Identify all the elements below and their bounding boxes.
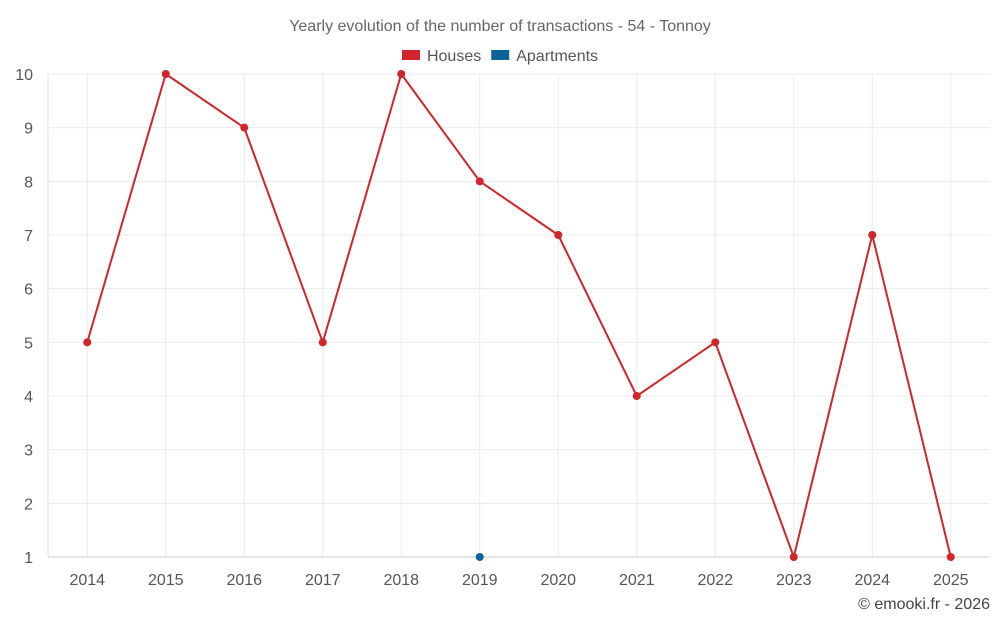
x-tick-label: 2023 [776,572,812,589]
legend-label: Houses [427,48,481,65]
series-apartments [475,553,484,561]
y-tick-label: 4 [24,389,33,406]
data-point [475,553,484,561]
legend-item-houses: Houses [401,48,481,65]
x-tick-label: 2015 [148,572,184,589]
data-point [789,553,798,561]
y-tick-label: 3 [24,443,33,460]
legend: Houses Apartments [401,48,598,65]
x-tick-label: 2022 [697,572,733,589]
x-tick-label: 2021 [619,572,655,589]
grid [47,73,990,558]
chart-title: Yearly evolution of the number of transa… [289,18,711,35]
y-tick-label: 1 [24,550,33,567]
data-point [161,70,170,78]
data-point [397,70,406,78]
y-tick-label: 10 [15,67,33,84]
y-tick-label: 5 [24,335,33,352]
series-line [86,73,952,558]
credit-text: © emooki.fr - 2026 [858,596,990,613]
x-tick-label: 2024 [854,572,890,589]
series-houses [83,70,955,561]
series-layer [83,70,955,561]
data-point [83,338,92,347]
legend-item-apartments: Apartments [491,48,598,65]
legend-swatch [491,50,510,60]
legend-swatch [401,50,420,60]
data-point [240,123,249,132]
data-point [632,392,641,400]
x-axis: 2014 2015 2016 2017 2018 2019 2020 2021 2022 2023… [69,572,968,589]
data-point [711,338,720,347]
y-tick-label: 2 [24,496,33,513]
data-point [318,338,327,347]
y-axis: 1 2 3 4 5 6 7 8 9 10 [15,67,33,567]
y-tick-label: 9 [24,121,33,138]
data-point [868,231,877,239]
y-tick-label: 8 [24,174,33,191]
data-point [554,231,563,239]
x-tick-label: 2017 [305,572,341,589]
data-point [946,553,955,561]
x-tick-label: 2016 [226,572,262,589]
x-tick-label: 2018 [383,572,419,589]
x-tick-label: 2020 [540,572,576,589]
y-tick-label: 6 [24,282,33,299]
x-tick-label: 2025 [933,572,969,589]
y-tick-label: 7 [24,228,33,245]
x-tick-label: 2019 [462,572,498,589]
legend-label: Apartments [516,48,598,65]
data-point [475,177,484,186]
x-tick-label: 2014 [69,572,105,589]
